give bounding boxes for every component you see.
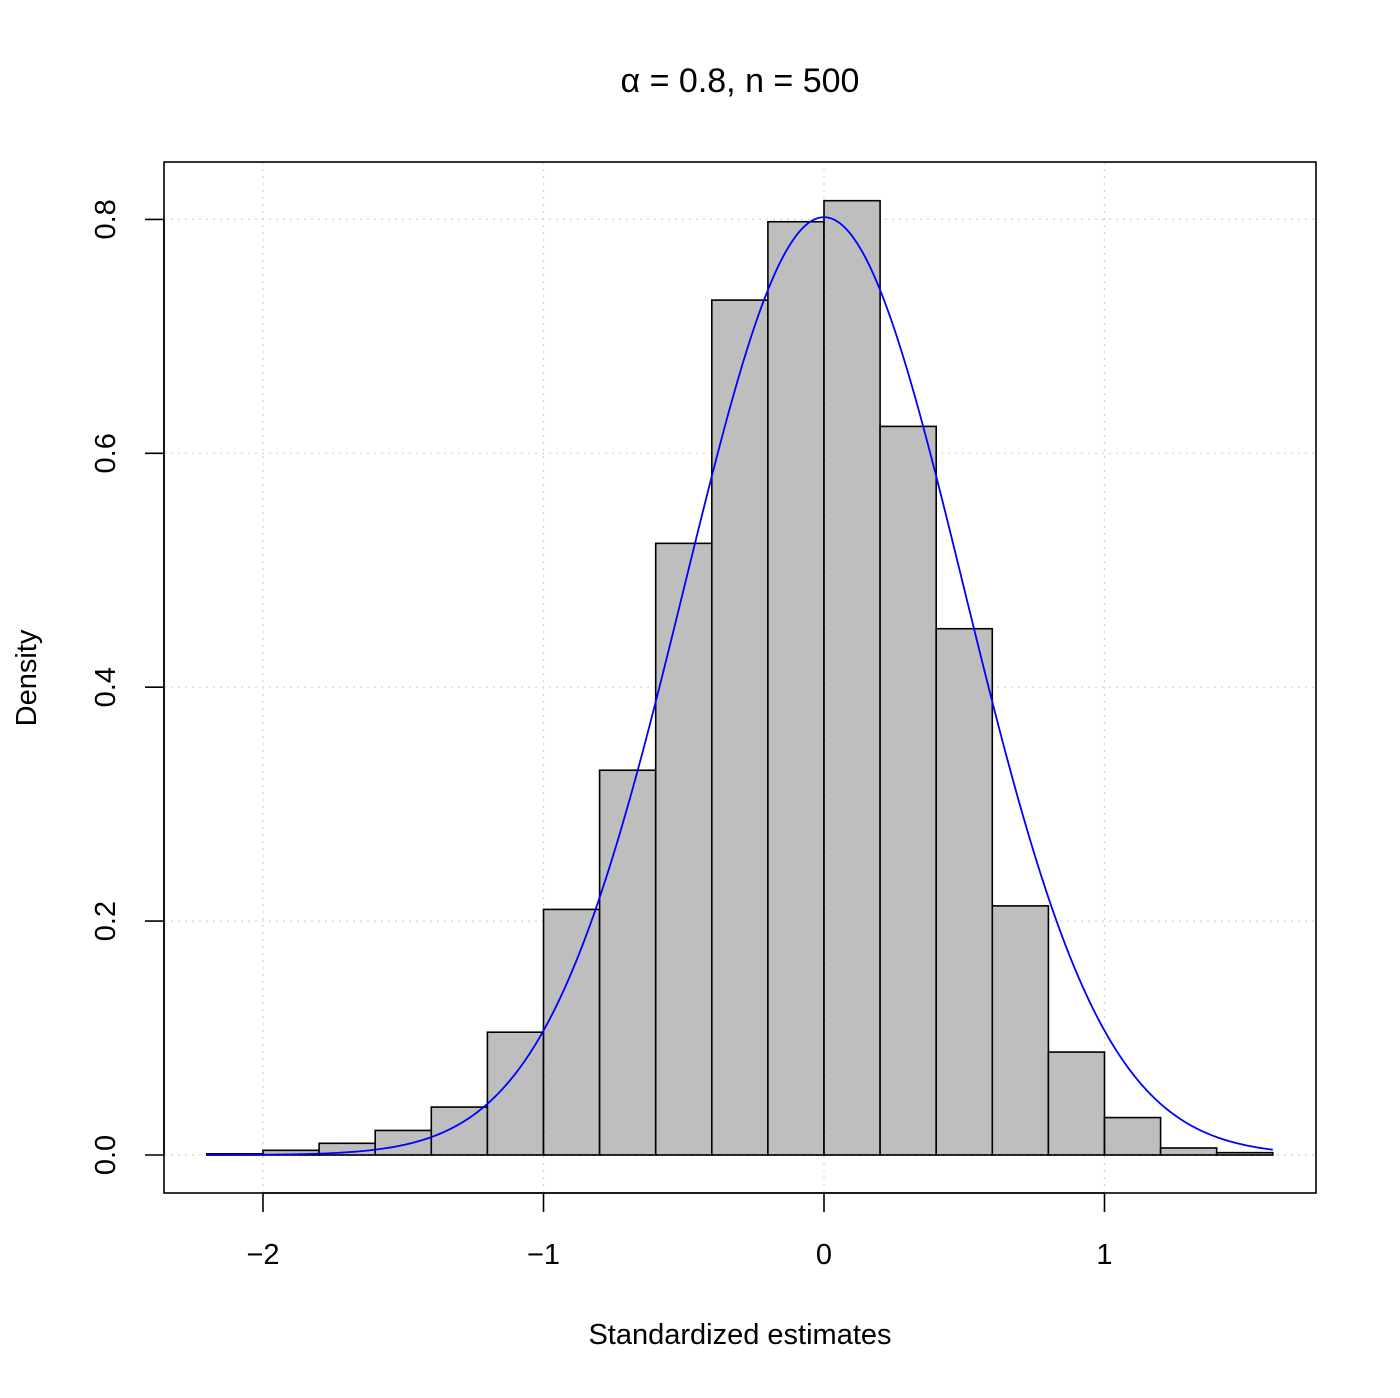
- y-axis-label: Density: [11, 629, 43, 726]
- x-tick-label: −1: [527, 1239, 560, 1271]
- histogram-bar: [991, 905, 1050, 1156]
- x-tick-label: 1: [1096, 1239, 1112, 1271]
- y-tick-label: 0.0: [90, 1135, 122, 1175]
- y-tick-label: 0.6: [90, 433, 122, 473]
- histogram-bar: [598, 769, 657, 1156]
- x-axis: −2 −1 0 1: [246, 1192, 1113, 1271]
- histogram-bar: [935, 627, 994, 1156]
- x-axis-label: Standardized estimates: [588, 1319, 891, 1351]
- histogram-bar: [710, 299, 769, 1156]
- histogram-bar: [767, 220, 825, 1156]
- y-tick-label: 0.8: [90, 199, 122, 239]
- histogram-bars: [206, 199, 1274, 1156]
- chart-title: α = 0.8, n = 500: [621, 62, 860, 100]
- x-tick-label: −2: [246, 1239, 279, 1271]
- histogram-bar: [486, 1031, 545, 1156]
- histogram-bar: [1047, 1051, 1106, 1156]
- density-curve: [206, 216, 1273, 1156]
- histogram-bar: [430, 1106, 489, 1156]
- histogram-bar: [879, 425, 937, 1156]
- y-axis: 0.0 0.2 0.4 0.6 0.8: [90, 199, 165, 1175]
- histogram-bar: [823, 199, 881, 1156]
- y-tick-label: 0.4: [90, 667, 122, 707]
- y-tick-label: 0.2: [90, 901, 122, 941]
- histogram-bar: [654, 542, 713, 1156]
- histogram-bar: [542, 908, 601, 1156]
- reference-lines: [206, 221, 1273, 1156]
- histogram-bar: [1159, 1147, 1218, 1156]
- x-tick-label: 0: [816, 1239, 832, 1271]
- histogram-bar: [1103, 1116, 1162, 1156]
- histogram-bar: [374, 1129, 433, 1156]
